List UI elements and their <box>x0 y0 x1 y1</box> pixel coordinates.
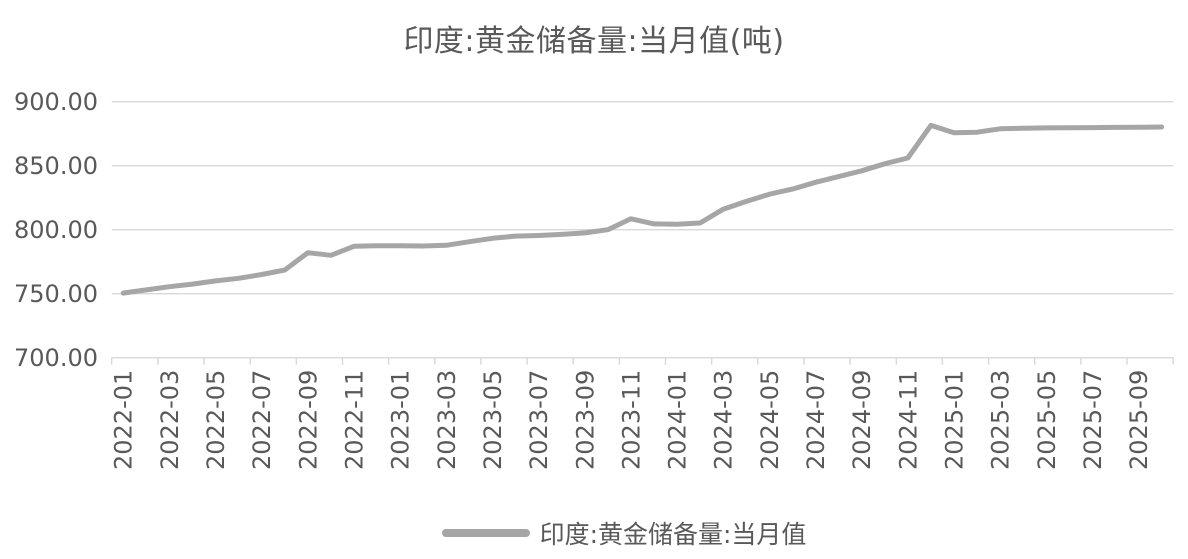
y-axis-label: 850.00 <box>14 152 98 180</box>
chart-title: 印度:黄金储备量:当月值(吨) <box>403 24 785 59</box>
y-axis-label: 750.00 <box>14 280 98 308</box>
x-axis-label: 2024-07 <box>802 370 830 470</box>
x-axis-label: 2025-07 <box>1079 370 1107 470</box>
x-axis-label: 2022-07 <box>248 370 276 470</box>
y-axis-label: 900.00 <box>14 88 98 116</box>
legend-line-swatch-icon <box>441 529 530 537</box>
series-line-india-gold-reserves <box>120 122 1165 296</box>
x-axis-label: 2023-03 <box>433 370 461 470</box>
x-axis-label: 2025-09 <box>1125 370 1153 470</box>
x-axis-label: 2025-05 <box>1033 370 1061 470</box>
x-axis-label: 2024-03 <box>710 370 738 470</box>
x-axis-label: 2023-07 <box>525 370 553 470</box>
x-axis-label: 2024-01 <box>664 370 692 470</box>
y-axis-label: 700.00 <box>14 344 98 372</box>
x-axis-label: 2024-05 <box>756 370 784 470</box>
x-axis-label: 2022-05 <box>202 370 230 470</box>
x-axis-label: 2022-11 <box>341 370 369 470</box>
legend-series-label: 印度:黄金储备量:当月值 <box>539 520 807 549</box>
x-axis-label: 2024-09 <box>848 370 876 470</box>
x-axis-label: 2024-11 <box>894 370 922 470</box>
x-axis-label: 2025-03 <box>987 370 1015 470</box>
x-axis-label: 2023-09 <box>571 370 599 470</box>
x-axis-label: 2025-01 <box>941 370 969 470</box>
x-axis-label: 2022-09 <box>294 370 322 470</box>
x-axis-label: 2023-01 <box>387 370 415 470</box>
x-axis-label: 2022-03 <box>156 370 184 470</box>
x-axis-label: 2023-05 <box>479 370 507 470</box>
x-axis-label: 2023-11 <box>617 370 645 470</box>
legend: 印度:黄金储备量:当月值 <box>30 517 1188 549</box>
y-axis-label: 800.00 <box>14 216 98 244</box>
x-axis-label: 2022-01 <box>110 370 138 470</box>
